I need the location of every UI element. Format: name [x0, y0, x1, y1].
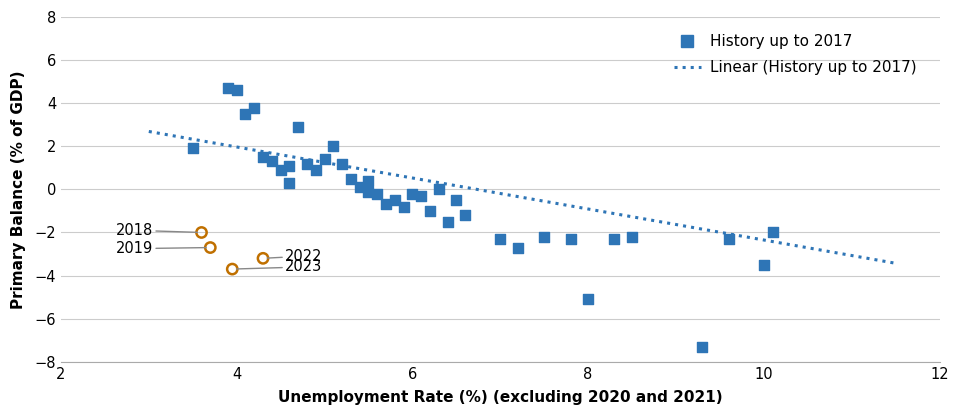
Point [492, 235, 508, 242]
Point [607, 235, 622, 242]
X-axis label: Unemployment Rate (%) (excluding 2020 and 2021): Unemployment Rate (%) (excluding 2020 an… [278, 390, 723, 405]
Point [185, 145, 201, 152]
Point [431, 186, 446, 193]
Point [361, 188, 376, 195]
Point [563, 235, 578, 242]
Point [414, 193, 429, 199]
Point [361, 178, 376, 184]
Point [396, 203, 411, 210]
Point [238, 111, 253, 117]
Point [765, 229, 780, 236]
Point [695, 343, 710, 350]
Point [225, 266, 240, 272]
Point [344, 175, 359, 182]
Point [229, 87, 245, 94]
Text: 2023: 2023 [236, 260, 323, 275]
Point [317, 156, 332, 163]
Point [203, 244, 218, 251]
Point [255, 255, 271, 262]
Point [510, 244, 525, 251]
Point [281, 180, 297, 186]
Text: 2022: 2022 [267, 249, 323, 264]
Point [308, 167, 324, 173]
Point [756, 261, 772, 268]
Point [352, 184, 368, 191]
Point [581, 296, 596, 302]
Point [537, 233, 552, 240]
Point [255, 154, 271, 161]
Point [721, 235, 736, 242]
Point [370, 191, 385, 197]
Point [387, 197, 402, 203]
Text: 2019: 2019 [116, 241, 206, 256]
Text: 2018: 2018 [116, 223, 198, 238]
Point [422, 208, 438, 214]
Point [440, 218, 455, 225]
Point [325, 143, 341, 150]
Point [220, 85, 235, 92]
Point [624, 233, 639, 240]
Point [281, 162, 297, 169]
Point [291, 124, 306, 130]
Point [194, 229, 209, 236]
Point [378, 201, 394, 208]
Point [247, 104, 262, 111]
Point [334, 160, 349, 167]
Point [273, 167, 288, 173]
Point [448, 197, 464, 203]
Point [405, 191, 420, 197]
Point [300, 160, 315, 167]
Y-axis label: Primary Balance (% of GDP): Primary Balance (% of GDP) [12, 70, 26, 309]
Point [264, 158, 279, 165]
Legend: History up to 2017, Linear (History up to 2017): History up to 2017, Linear (History up t… [667, 28, 924, 81]
Point [457, 212, 472, 218]
